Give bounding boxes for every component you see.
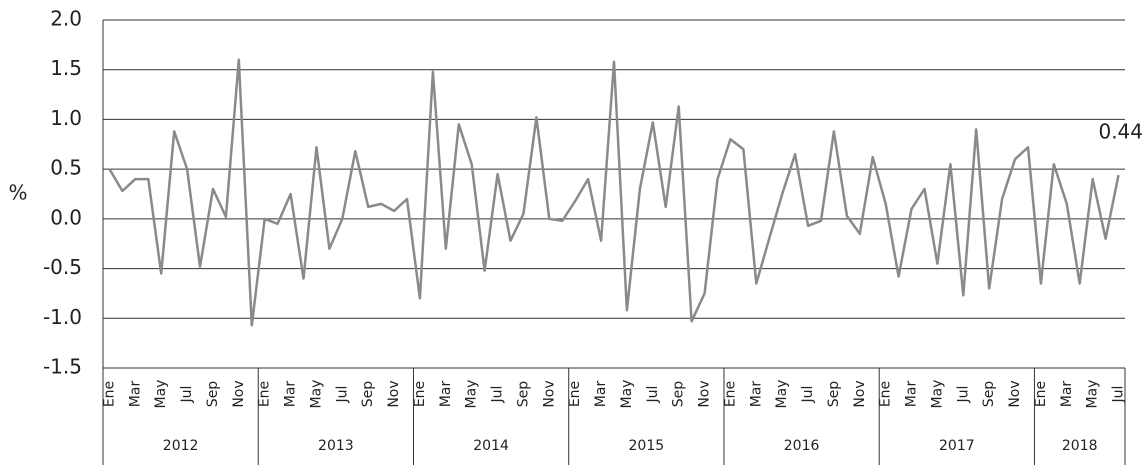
y-tick-label: 2.0 [50,7,82,31]
x-tick-label: Sep [515,381,531,408]
y-tick-label: -1.5 [43,355,82,379]
y-tick-label: 0.5 [50,156,82,180]
x-tick-label: Ene [878,381,894,407]
year-label: 2017 [939,438,975,454]
x-tick-label: May [929,380,945,409]
x-tick-label: Mar [748,381,764,408]
line-series [108,58,1120,327]
x-tick-label: Sep [981,381,997,408]
y-tick-label: 1.0 [50,106,82,130]
x-tick-label: Nov [697,380,713,407]
x-tick-label: Sep [826,381,842,408]
year-label: 2016 [784,438,820,454]
x-tick-label: Mar [1059,381,1075,408]
year-label: 2015 [629,438,665,454]
x-tick-label: Mar [127,381,143,408]
x-tick-label: Mar [904,381,920,408]
x-tick-label: May [153,380,169,409]
x-tick-label: Ene [722,381,738,407]
x-tick-label: Jul [334,386,350,404]
x-tick-label: Sep [205,381,221,408]
annotation: 0.44 [1098,120,1143,144]
x-tick-label: Jul [490,386,506,404]
x-tick-label: Nov [541,380,557,407]
x-tick-label: Ene [1033,381,1049,407]
x-tick-label: Jul [1111,386,1127,404]
x-tick-label: May [619,380,635,409]
year-label: 2014 [473,438,509,454]
year-label: 2018 [1062,438,1098,454]
x-tick-label: Sep [671,381,687,408]
x-tick-label: May [308,380,324,409]
x-tick-label: May [464,380,480,409]
x-tick-label: Nov [386,380,402,407]
y-tick-label: -1.0 [43,305,82,329]
y-tick-label: -0.5 [43,255,82,279]
x-tick-label: Ene [101,381,117,407]
year-label: 2013 [318,438,354,454]
x-tick-label: Jul [955,386,971,404]
x-tick-label: Jul [645,386,661,404]
x-tick-label: May [774,380,790,409]
x-tick-label: May [1085,380,1101,409]
x-tick-label: Mar [438,381,454,408]
y-tick-label: 0.0 [50,205,82,229]
x-tick-label: Ene [412,381,428,407]
x-tick-label: Ene [257,381,273,407]
y-axis-label: % [8,181,27,205]
x-tick-label: Nov [1007,380,1023,407]
y-tick-label: 1.5 [50,56,82,80]
x-tick-label: Nov [231,380,247,407]
x-tick-label: Nov [852,380,868,407]
year-label: 2012 [163,438,199,454]
x-tick-label: Jul [179,386,195,404]
x-tick-label: Mar [593,381,609,408]
x-tick-label: Sep [360,381,376,408]
x-tick-label: Mar [283,381,299,408]
x-tick-label: Ene [567,381,583,407]
x-tick-label: Jul [800,386,816,404]
